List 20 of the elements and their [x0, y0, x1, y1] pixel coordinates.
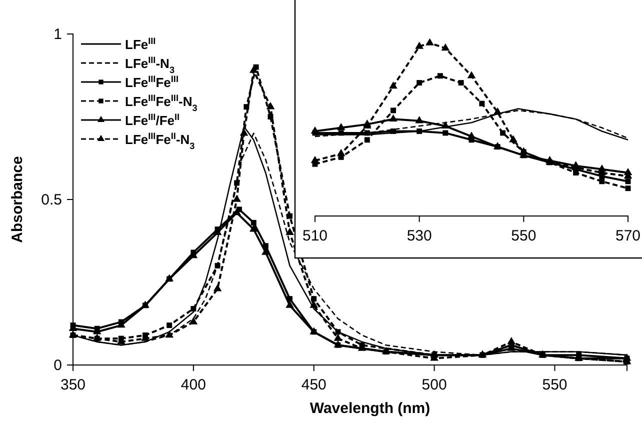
legend-label: LFe$^{III}$ [125, 36, 156, 52]
x-tick-label: 530 [406, 228, 432, 245]
y-tick-label: 0 [54, 356, 62, 374]
y-tick-label: 1 [54, 26, 62, 43]
y-tick-label: 0.5 [41, 191, 62, 208]
x-tick-label: 400 [180, 376, 206, 394]
legend-label: LFe$^{III}$Fe$^{III}$ [125, 74, 178, 90]
legend-label: LFe$^{III}$-N$_{3}$ [125, 55, 174, 75]
legend-label: LFe$^{III}$Fe$^{II}$-N$_{3}$ [125, 131, 195, 151]
x-tick-label: 500 [422, 376, 447, 394]
x-tick-label: 550 [511, 228, 536, 245]
x-tick-label: 350 [60, 376, 86, 394]
x-axis-title: Wavelength (nm) [310, 400, 430, 417]
legend-label: LFe$^{III}$Fe$^{III}$-N$_{3}$ [125, 93, 198, 113]
x-tick-label: 550 [542, 376, 568, 394]
legend-label: LFe$^{III}$/Fe$^{II}$ [125, 112, 180, 128]
x-tick-label: 450 [301, 376, 326, 394]
y-axis-title: Absorbance [9, 156, 26, 243]
x-tick-label: 510 [302, 228, 328, 245]
x-tick-label: 570 [615, 228, 641, 245]
